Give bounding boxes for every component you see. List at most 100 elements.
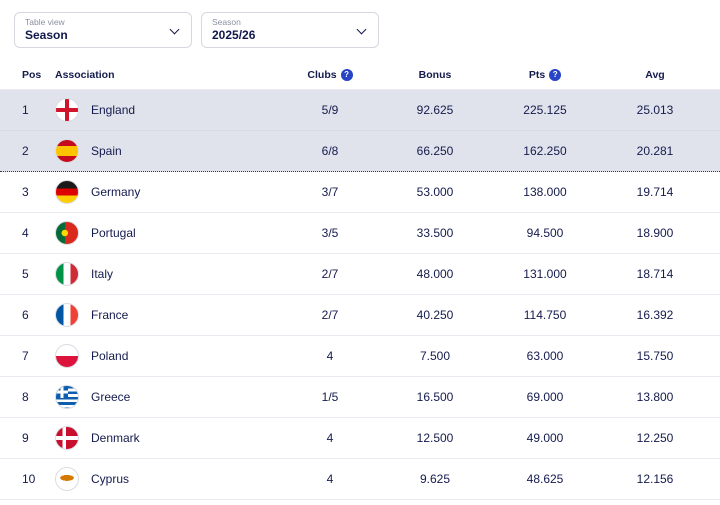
table-header: Pos Association Clubs ? Bonus Pts ? Avg	[0, 60, 720, 90]
association-name: Portugal	[91, 226, 136, 240]
pts-value: 69.000	[526, 390, 564, 404]
avg-value: 15.750	[636, 349, 674, 363]
avg-value: 25.013	[636, 103, 674, 117]
association-name: France	[91, 308, 129, 322]
bonus-value: 7.500	[419, 349, 451, 363]
position: 6	[22, 308, 29, 322]
association-name: Germany	[91, 185, 141, 199]
clubs-value: 3/7	[321, 185, 339, 199]
table-row[interactable]: 5 Italy 2/7 48.000 131.000 18.714	[0, 254, 720, 295]
association-name: England	[91, 103, 136, 117]
position: 7	[22, 349, 29, 363]
flag-germany-icon	[55, 180, 79, 204]
table-view-select[interactable]: Table view Season	[14, 12, 192, 48]
pts-value: 225.125	[523, 103, 567, 117]
pts-value: 48.625	[526, 472, 564, 486]
header-pts-label: Pts	[528, 68, 546, 81]
table-row[interactable]: 4 Portugal 3/5 33.500 94.500 18.900	[0, 213, 720, 254]
pts-value: 138.000	[523, 185, 567, 199]
flag-portugal-icon	[55, 221, 79, 245]
position: 3	[22, 185, 29, 199]
bonus-value: 12.500	[416, 431, 454, 445]
bonus-value: 53.000	[416, 185, 454, 199]
pts-value: 114.750	[523, 308, 567, 322]
flag-italy-icon	[55, 262, 79, 286]
position: 9	[22, 431, 29, 445]
clubs-value: 4	[326, 431, 334, 445]
association-name: Denmark	[91, 431, 140, 445]
table-view-label: Table view	[25, 17, 65, 27]
clubs-value: 2/7	[321, 308, 339, 322]
position: 4	[22, 226, 29, 240]
header-pos: Pos	[22, 68, 42, 81]
clubs-value: 4	[326, 472, 334, 486]
header-bonus: Bonus	[418, 68, 452, 81]
table-row[interactable]: 3 Germany 3/7 53.000 138.000 19.714	[0, 172, 720, 213]
flag-cyprus-icon	[55, 467, 79, 491]
header-avg: Avg	[645, 68, 665, 81]
position: 8	[22, 390, 29, 404]
pts-value: 131.000	[523, 267, 567, 281]
bonus-value: 16.500	[416, 390, 454, 404]
avg-value: 20.281	[636, 144, 674, 158]
bonus-value: 92.625	[416, 103, 454, 117]
table-row[interactable]: 8 Greece 1/5 16.500 69.000 13.800	[0, 377, 720, 418]
association-name: Poland	[91, 349, 129, 363]
ranking-table: 1 England 5/9 92.625 225.125 25.013 2 Sp…	[0, 90, 720, 500]
table-row[interactable]: 1 England 5/9 92.625 225.125 25.013	[0, 90, 720, 131]
position: 2	[22, 144, 29, 158]
season-label: Season	[212, 17, 241, 27]
avg-value: 16.392	[636, 308, 674, 322]
avg-value: 12.250	[636, 431, 674, 445]
association-name: Spain	[91, 144, 122, 158]
avg-value: 12.156	[636, 472, 674, 486]
pts-value: 63.000	[526, 349, 564, 363]
header-clubs: Clubs ?	[280, 68, 380, 81]
filter-bar: Table view Season Season 2025/26	[0, 0, 720, 48]
bonus-value: 66.250	[416, 144, 454, 158]
flag-denmark-icon	[55, 426, 79, 450]
table-row[interactable]: 7 Poland 4 7.500 63.000 15.750	[0, 336, 720, 377]
table-row[interactable]: 10 Cyprus 4 9.625 48.625 12.156	[0, 459, 720, 500]
season-value: 2025/26	[212, 28, 256, 42]
table-row[interactable]: 2 Spain 6/8 66.250 162.250 20.281	[0, 131, 720, 172]
table-row[interactable]: 9 Denmark 4 12.500 49.000 12.250	[0, 418, 720, 459]
clubs-value: 3/5	[321, 226, 339, 240]
table-row[interactable]: 6 France 2/7 40.250 114.750 16.392	[0, 295, 720, 336]
association-name: Italy	[91, 267, 114, 281]
flag-france-icon	[55, 303, 79, 327]
position: 10	[22, 472, 36, 486]
avg-value: 18.900	[636, 226, 674, 240]
flag-spain-icon	[55, 139, 79, 163]
pts-value: 162.250	[523, 144, 567, 158]
position: 1	[22, 103, 29, 117]
clubs-info-icon[interactable]: ?	[340, 68, 353, 81]
clubs-value: 5/9	[321, 103, 339, 117]
header-clubs-label: Clubs	[307, 68, 337, 81]
table-view-value: Season	[25, 28, 68, 42]
pts-info-icon[interactable]: ?	[549, 68, 562, 81]
pts-value: 49.000	[526, 431, 564, 445]
association-name: Greece	[91, 390, 131, 404]
header-pts: Pts ?	[490, 68, 600, 81]
chevron-down-icon	[356, 24, 367, 35]
position: 5	[22, 267, 29, 281]
bonus-value: 33.500	[416, 226, 454, 240]
bonus-value: 48.000	[416, 267, 454, 281]
flag-england-icon	[55, 98, 79, 122]
clubs-value: 6/8	[321, 144, 339, 158]
flag-poland-icon	[55, 344, 79, 368]
bonus-value: 40.250	[416, 308, 454, 322]
chevron-down-icon	[169, 24, 180, 35]
avg-value: 13.800	[636, 390, 674, 404]
avg-value: 19.714	[636, 185, 674, 199]
pts-value: 94.500	[526, 226, 564, 240]
avg-value: 18.714	[636, 267, 674, 281]
flag-greece-icon	[55, 385, 79, 409]
association-name: Cyprus	[91, 472, 130, 486]
season-select[interactable]: Season 2025/26	[201, 12, 379, 48]
header-association: Association	[55, 68, 115, 81]
bonus-value: 9.625	[419, 472, 451, 486]
clubs-value: 1/5	[321, 390, 339, 404]
clubs-value: 2/7	[321, 267, 339, 281]
